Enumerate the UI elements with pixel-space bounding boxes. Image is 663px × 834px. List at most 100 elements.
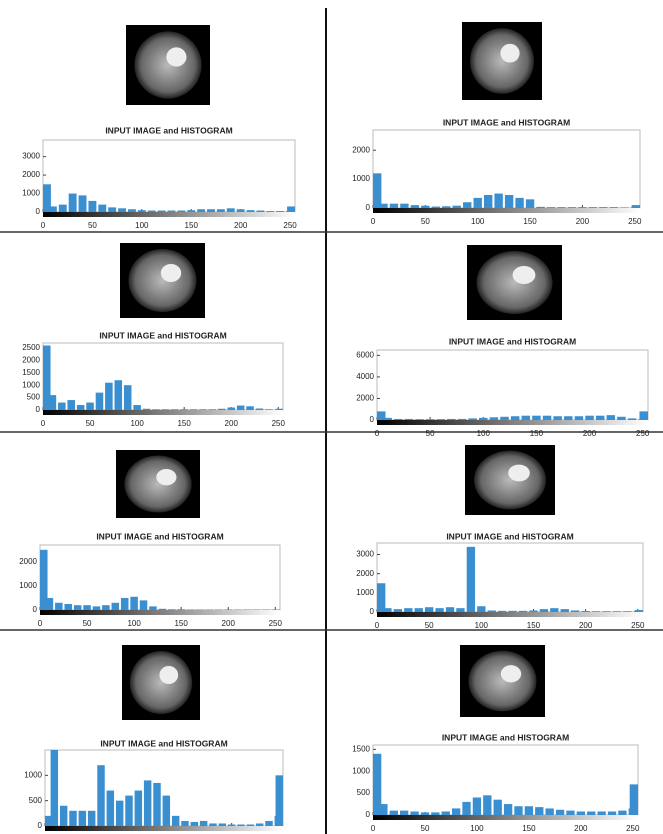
histogram-bar [526,199,534,208]
histogram-bar [276,775,283,826]
histogram-bar [88,201,96,212]
histogram-bar [575,416,584,420]
histogram-bar [237,406,245,410]
mri-lesion [508,465,530,482]
histogram-bar [437,419,446,420]
y-tick-label: 0 [33,605,38,614]
histogram-bar [102,605,110,610]
histogram-bar [74,605,82,610]
chart-title: INPUT IMAGE and HISTOGRAM [446,531,573,541]
histogram-bar [596,416,605,420]
histogram-bar [130,597,138,610]
x-tick-label: 100 [475,621,489,630]
x-tick-label: 200 [225,419,239,428]
mri-lesion [501,665,521,682]
histogram-bar [432,207,440,208]
histogram-bar [568,207,576,208]
histogram-bar [458,419,467,420]
histogram-bar [51,750,58,826]
histogram-bar [266,211,274,212]
histogram-bar [276,211,284,212]
histogram-bar [379,804,387,815]
y-tick-label: 3000 [356,550,374,559]
grayscale-bar [373,208,640,213]
histogram-bar [256,211,264,212]
mri-brain [469,651,537,711]
mri-lesion [156,469,176,485]
y-tick-label: 2000 [356,394,374,403]
histogram-bar [415,419,424,420]
histogram-bar [207,209,215,212]
grayscale-bar [377,420,648,425]
mri-brain [134,31,201,98]
x-tick-label: 0 [38,619,43,628]
histogram-bar [519,611,527,612]
y-tick-label: 2000 [356,569,374,578]
x-tick-label: 100 [471,217,485,226]
histogram-bar [442,206,450,208]
histogram-bar [59,205,67,212]
histogram-bar [227,208,235,212]
y-tick-label: 0 [36,207,41,216]
histogram-bar [511,416,520,420]
histogram-bar [617,417,626,420]
y-tick-label: 2000 [22,355,40,364]
grayscale-bar [45,826,283,831]
histogram-bar [197,209,205,212]
histogram-bar [632,205,640,208]
histogram-bar [477,606,485,612]
histogram-bar [585,416,594,420]
mri-lesion [513,266,536,284]
mri-lesion [159,666,178,684]
histogram-bar [187,210,195,212]
histogram-bar [121,598,129,610]
histogram-bar [79,195,87,212]
y-tick-label: 2000 [19,557,37,566]
y-tick-label: 0 [38,821,43,830]
histogram-bar [536,207,544,208]
histogram-bar [247,824,254,826]
histogram-bar [377,583,385,612]
histogram-bar [602,611,610,612]
histogram-bar [452,808,460,815]
histogram-bar [532,416,541,420]
histogram-bar [200,821,207,826]
histogram-bar [163,796,170,826]
y-tick-label: 1000 [24,770,42,779]
x-tick-label: 50 [83,619,92,628]
histogram-bar [494,194,502,208]
histogram-bar [390,811,398,815]
x-tick-label: 250 [269,619,283,628]
x-tick-label: 100 [135,221,149,230]
y-tick-label: 2000 [352,145,370,154]
x-tick-label: 50 [425,621,434,630]
histogram-bar [237,209,245,212]
mri-brain [129,249,197,312]
histogram-bar [79,811,86,826]
y-tick-label: 0 [370,607,375,616]
histogram-bar [138,210,146,212]
y-tick-label: 1000 [352,174,370,183]
histogram-bar [379,204,387,208]
x-tick-label: 250 [626,824,640,833]
histogram-bar [199,409,207,410]
x-tick-label: 100 [130,419,144,428]
histogram-bar [484,195,492,208]
x-tick-label: 250 [628,217,642,226]
histogram-bar [504,804,512,815]
histogram-bar [256,823,263,826]
histogram-bar [275,409,283,410]
histogram-bar [561,609,569,612]
histogram-bar [227,408,235,410]
histogram-bar [483,795,491,815]
x-tick-label: 250 [631,621,645,630]
histogram-bar [566,811,574,815]
histogram-bar [494,800,502,815]
x-tick-label: 250 [636,429,650,438]
histogram-bar [390,204,398,208]
histogram-bar [435,608,443,612]
x-tick-label: 200 [576,217,590,226]
histogram-bar [411,205,419,208]
chart-title: INPUT IMAGE and HISTOGRAM [443,117,570,127]
histogram-bar [133,405,141,410]
